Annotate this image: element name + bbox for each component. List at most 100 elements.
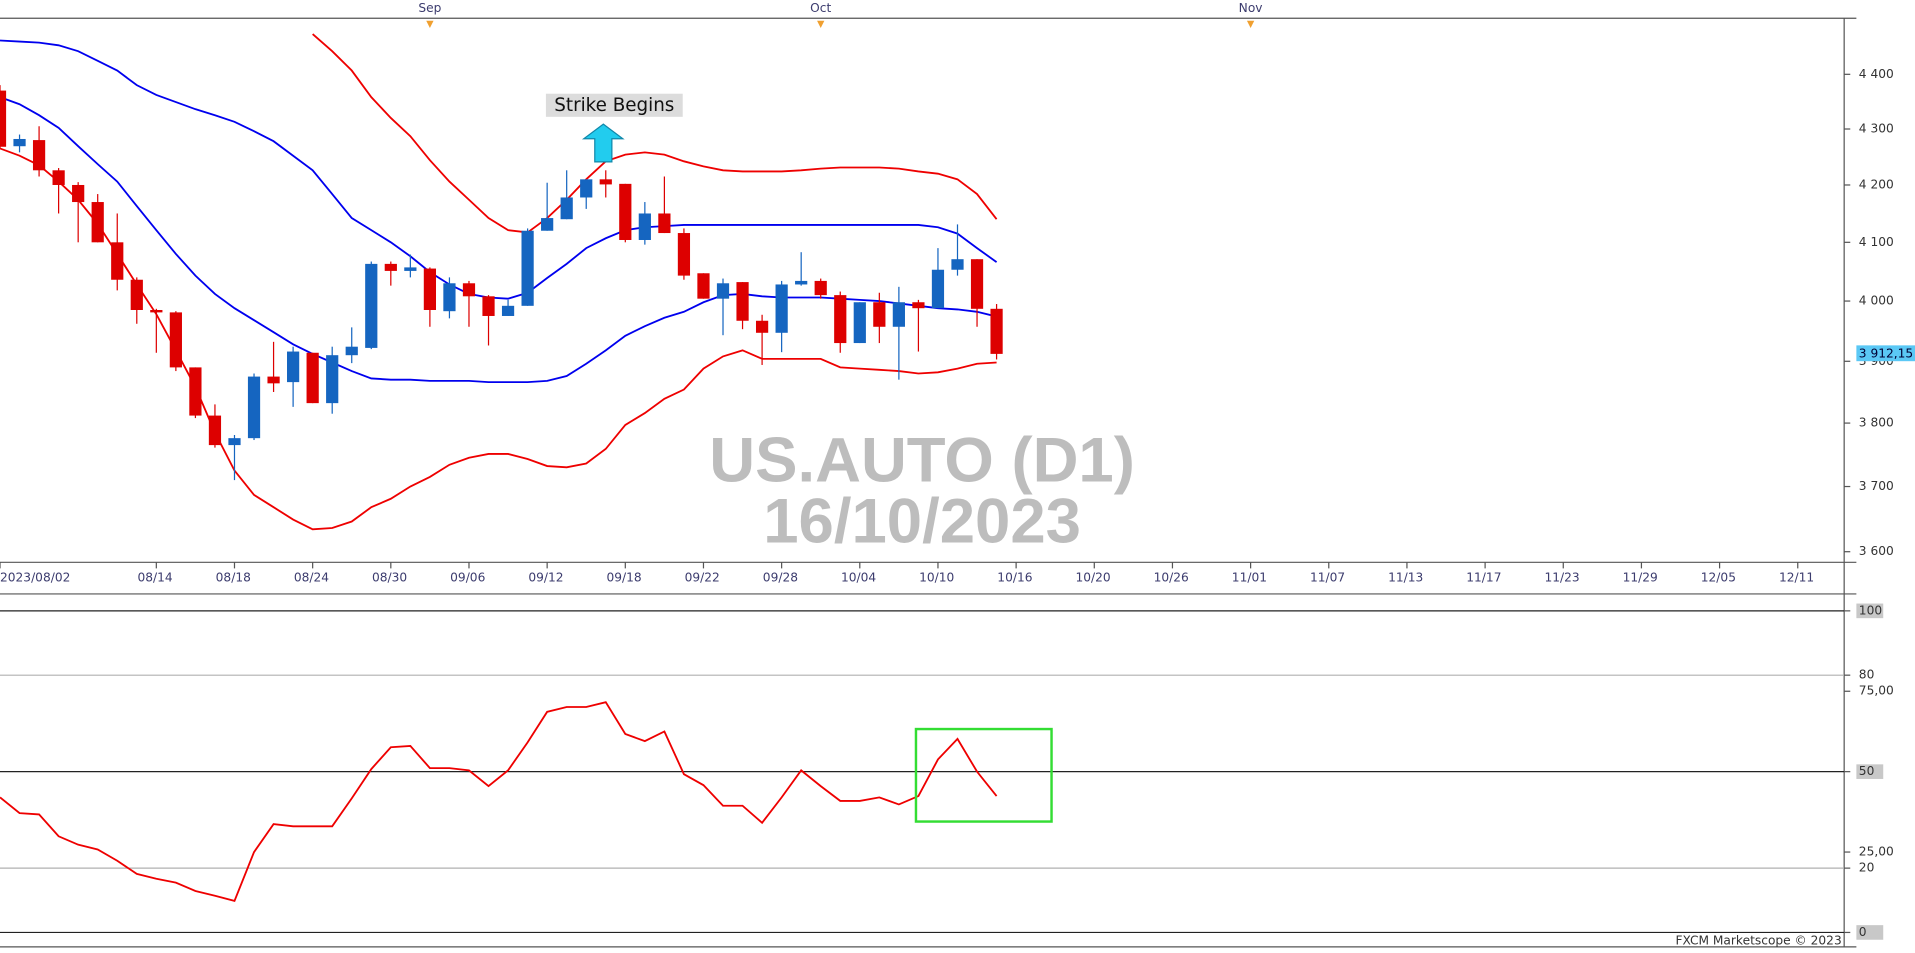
month-marker <box>1246 20 1255 28</box>
y-tick-label: 50 <box>1859 764 1875 778</box>
candle-body <box>72 184 85 203</box>
candle-body <box>13 138 26 147</box>
y-tick-label: 80 <box>1859 668 1875 682</box>
x-tick-label: 08/18 <box>216 571 251 585</box>
candle-body <box>404 267 417 271</box>
series-line <box>0 701 998 903</box>
candle-body <box>834 295 847 344</box>
candle-body <box>111 242 124 280</box>
candle-body <box>795 280 808 285</box>
candle-body <box>384 263 397 271</box>
candle-body <box>716 283 730 299</box>
annotation-arrow <box>581 123 625 163</box>
candle-body <box>365 263 378 348</box>
candle-body <box>697 273 710 299</box>
x-tick-label: 11/13 <box>1388 571 1423 585</box>
candle-body <box>52 170 65 185</box>
candle-body <box>443 283 456 312</box>
x-tick-label: 10/20 <box>1075 571 1110 585</box>
series-line <box>312 33 998 234</box>
x-tick-label: 09/18 <box>606 571 641 585</box>
x-tick-label: 11/01 <box>1232 571 1267 585</box>
candle-body <box>951 259 964 270</box>
highlight-box <box>914 727 1053 823</box>
x-tick-label: 10/26 <box>1154 571 1189 585</box>
candle-body <box>150 309 163 313</box>
month-marker <box>817 20 825 28</box>
x-tick-label: 10/04 <box>841 571 876 585</box>
candle-body <box>326 355 339 404</box>
candle-body <box>990 308 1003 354</box>
candle-body <box>482 296 495 316</box>
month-label: Nov <box>1239 1 1263 15</box>
y-tick-label: 3 600 <box>1859 544 1894 558</box>
last-price-box <box>1856 345 1915 362</box>
y-tick-label: 4 000 <box>1859 294 1894 308</box>
candle-body <box>208 415 222 446</box>
candle-body <box>541 218 554 231</box>
candle-body <box>521 230 534 306</box>
candle-body <box>169 312 182 368</box>
watermark-title: US.AUTO (D1) <box>709 426 1135 496</box>
y-tick-label: 0 <box>1859 925 1867 939</box>
y-tick-label: 3 700 <box>1859 479 1894 493</box>
candle-body <box>677 233 691 276</box>
candle-body <box>0 90 7 147</box>
candle-body <box>638 213 651 240</box>
candle-body <box>130 279 143 310</box>
candle-body <box>892 302 905 327</box>
annotation-box <box>545 93 683 117</box>
candle-body <box>189 367 202 416</box>
y-tick-label: 4 100 <box>1859 235 1894 249</box>
y-tick-box <box>1856 603 1884 619</box>
y-tick-label: 25,00 <box>1859 845 1894 859</box>
x-tick-label: 12/05 <box>1701 571 1736 585</box>
candle-body <box>423 268 437 310</box>
candle-body <box>287 351 300 383</box>
x-tick-label: 11/17 <box>1466 571 1501 585</box>
x-tick-label: 09/12 <box>528 571 563 585</box>
x-tick-label: 10/16 <box>997 571 1032 585</box>
price-plot <box>0 33 1003 531</box>
candle-body <box>560 197 573 220</box>
y-tick-label: 75,00 <box>1859 684 1894 698</box>
month-label: Oct <box>810 1 831 15</box>
candle-body <box>814 280 827 296</box>
rsi-plot <box>0 610 1845 934</box>
candle-body <box>462 283 476 297</box>
month-marker <box>426 20 434 28</box>
candle-body <box>619 183 632 240</box>
x-tick-label: 08/30 <box>372 571 407 585</box>
x-tick-label: 11/29 <box>1623 571 1658 585</box>
candle-body <box>658 213 671 234</box>
candle-body <box>32 140 46 171</box>
x-tick-label: 08/14 <box>138 571 173 585</box>
candle-body <box>306 352 319 404</box>
x-tick-label: 11/07 <box>1310 571 1345 585</box>
candle-body <box>931 269 945 309</box>
candle-body <box>91 202 104 243</box>
footer: FXCM Marketscope © 2023 <box>1675 933 1841 947</box>
x-tick-label: 2023/08/02 <box>0 571 70 585</box>
x-tick-label: 09/06 <box>450 571 485 585</box>
last-price-label: 3 912,15 <box>1859 346 1913 360</box>
series-line <box>0 147 997 531</box>
annotation-text: Strike Begins <box>554 95 674 116</box>
candle-body <box>228 438 241 446</box>
candle-body <box>873 302 886 327</box>
x-tick-label: 09/28 <box>763 571 798 585</box>
series-line <box>0 39 998 300</box>
candle-body <box>267 376 280 384</box>
y-tick-box <box>1856 764 1884 779</box>
x-tick-label: 12/11 <box>1779 571 1814 585</box>
series-line <box>0 96 997 384</box>
x-tick-label: 09/22 <box>685 571 720 585</box>
y-tick-box <box>1856 925 1884 940</box>
candle-body <box>247 376 261 439</box>
y-tick-label: 4 400 <box>1859 67 1894 81</box>
month-label: Sep <box>418 1 441 15</box>
candle-body <box>853 302 866 344</box>
